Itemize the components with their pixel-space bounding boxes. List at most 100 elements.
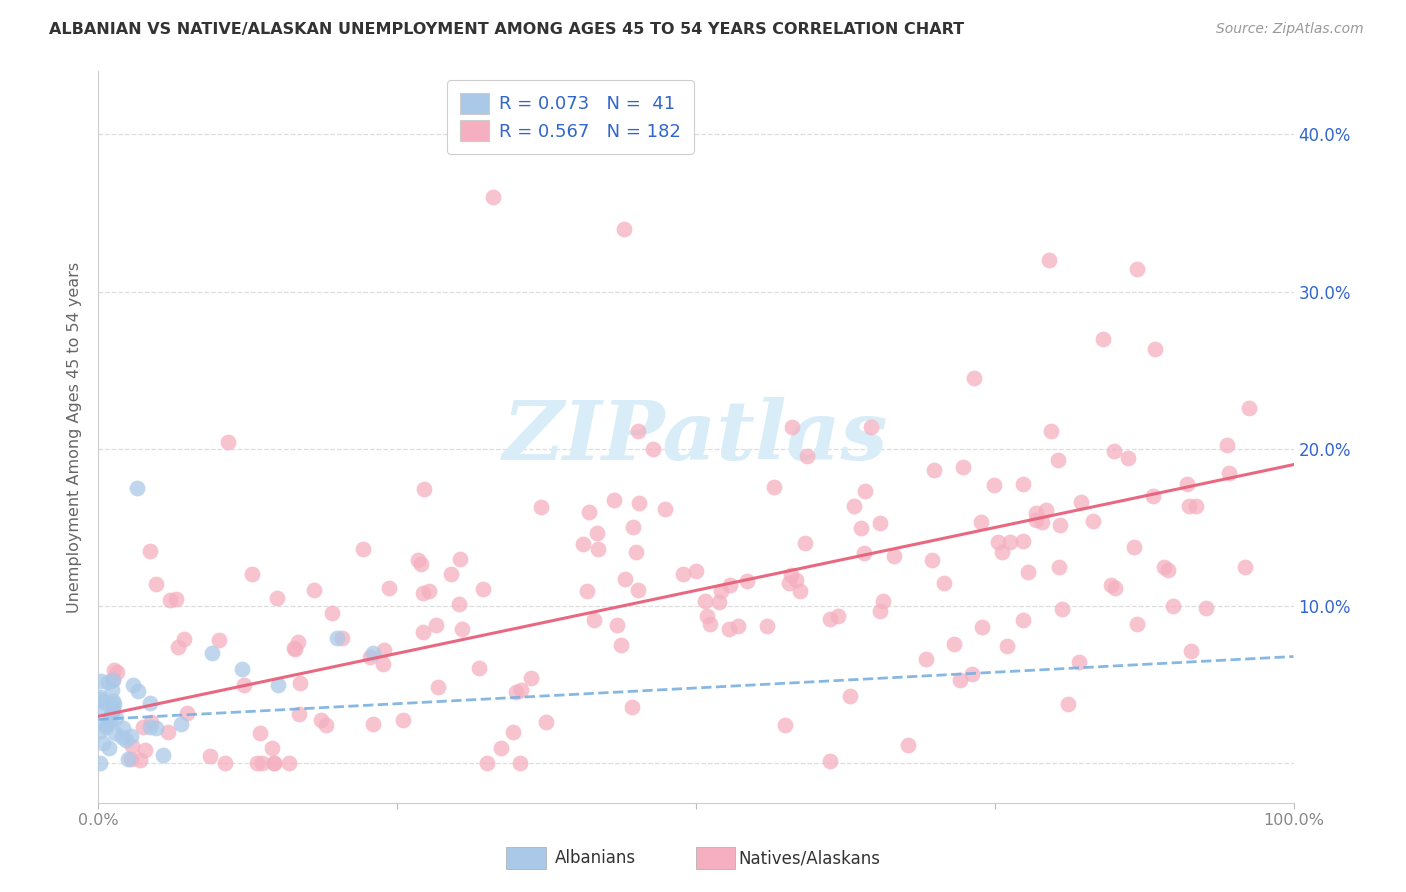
Point <box>869 604 891 618</box>
Point <box>361 717 384 731</box>
Point <box>145 576 167 591</box>
Point <box>377 582 399 596</box>
Point <box>710 584 733 599</box>
Point <box>794 536 817 550</box>
Point <box>176 706 198 720</box>
Point <box>89 690 111 704</box>
Point <box>1049 518 1071 533</box>
Point <box>93 736 115 750</box>
Point <box>860 420 883 434</box>
Point <box>1038 253 1060 268</box>
Point <box>217 434 239 449</box>
Point <box>266 591 288 605</box>
Point <box>240 566 263 581</box>
Point <box>530 500 553 514</box>
Point <box>132 720 155 734</box>
Point <box>505 685 527 699</box>
Point <box>391 713 413 727</box>
Point <box>1047 453 1070 467</box>
Point <box>93 695 115 709</box>
Point <box>1104 444 1126 458</box>
Point <box>621 699 644 714</box>
Point <box>853 546 876 560</box>
Point <box>897 738 920 752</box>
Point <box>602 493 624 508</box>
Point <box>111 721 134 735</box>
Point <box>1035 503 1057 517</box>
Point <box>152 748 174 763</box>
Point <box>287 634 309 648</box>
Point <box>1157 563 1180 577</box>
Point <box>1216 438 1239 452</box>
Point <box>1184 499 1206 513</box>
Point <box>134 743 156 757</box>
Point <box>1012 476 1035 491</box>
Point <box>1025 507 1047 521</box>
Point <box>284 641 307 656</box>
Point <box>763 480 786 494</box>
Point <box>785 574 807 588</box>
Point <box>139 696 162 710</box>
Point <box>613 221 636 235</box>
Point <box>627 582 650 597</box>
Point <box>1178 499 1201 513</box>
Point <box>1017 565 1039 579</box>
Point <box>103 699 125 714</box>
Point <box>467 660 489 674</box>
Point <box>780 419 803 434</box>
Point <box>139 720 162 734</box>
Point <box>1099 578 1122 592</box>
Point <box>1233 560 1256 574</box>
Point <box>654 502 676 516</box>
Point <box>120 751 142 765</box>
Point <box>949 673 972 688</box>
Point <box>827 609 849 624</box>
Point <box>409 557 432 571</box>
Point <box>606 617 628 632</box>
Point <box>696 608 718 623</box>
Point <box>869 516 891 530</box>
Point <box>321 606 343 620</box>
Point <box>103 663 125 677</box>
Point <box>1180 643 1202 657</box>
Point <box>101 672 124 686</box>
Point <box>111 730 134 744</box>
Point <box>718 577 741 591</box>
Point <box>481 190 505 204</box>
Point <box>208 633 231 648</box>
Point <box>1047 560 1070 574</box>
Point <box>200 749 222 764</box>
Point <box>963 371 986 385</box>
Point <box>252 756 274 771</box>
Point <box>100 711 122 725</box>
Point <box>624 545 647 559</box>
Point <box>1177 476 1199 491</box>
Point <box>302 583 325 598</box>
Point <box>263 756 285 771</box>
Point <box>103 698 125 712</box>
Point <box>610 638 633 652</box>
Point <box>717 622 740 636</box>
Point <box>125 481 148 495</box>
Text: ALBANIAN VS NATIVE/ALASKAN UNEMPLOYMENT AMONG AGES 45 TO 54 YEARS CORRELATION CH: ALBANIAN VS NATIVE/ALASKAN UNEMPLOYMENT … <box>49 22 965 37</box>
Point <box>853 484 876 499</box>
Point <box>621 520 644 534</box>
Point <box>371 657 394 671</box>
Point <box>90 673 112 688</box>
Point <box>104 711 127 725</box>
Point <box>1237 401 1260 416</box>
Point <box>934 576 956 591</box>
Point <box>89 756 111 771</box>
Point <box>128 753 150 767</box>
Point <box>166 640 188 655</box>
Point <box>1092 332 1115 346</box>
Text: ZIPatlas: ZIPatlas <box>503 397 889 477</box>
Point <box>1040 425 1063 439</box>
Point <box>425 618 447 632</box>
Point <box>440 566 463 581</box>
Point <box>373 643 395 657</box>
Point <box>1143 342 1166 356</box>
Point <box>100 706 122 721</box>
Point <box>991 545 1014 559</box>
Point <box>201 646 224 660</box>
